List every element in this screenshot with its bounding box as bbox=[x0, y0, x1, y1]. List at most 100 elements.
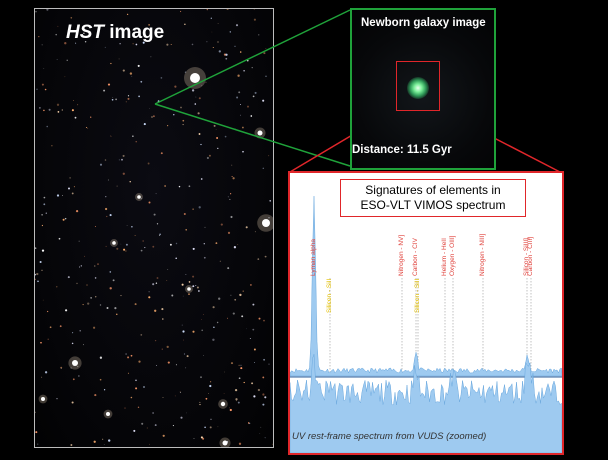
star bbox=[49, 326, 52, 329]
star bbox=[109, 214, 112, 217]
star bbox=[253, 9, 255, 11]
star bbox=[140, 198, 142, 199]
star bbox=[41, 376, 43, 378]
star bbox=[104, 207, 108, 211]
star bbox=[192, 208, 194, 210]
star bbox=[173, 114, 175, 116]
star bbox=[77, 104, 79, 106]
star bbox=[35, 273, 36, 276]
star bbox=[185, 274, 187, 275]
star bbox=[90, 116, 92, 118]
star bbox=[194, 103, 197, 105]
star bbox=[80, 265, 82, 267]
star bbox=[70, 16, 73, 19]
star bbox=[41, 214, 43, 216]
star bbox=[192, 285, 195, 288]
star bbox=[208, 393, 209, 394]
star bbox=[74, 116, 77, 119]
star bbox=[56, 59, 58, 61]
star bbox=[35, 247, 37, 249]
star bbox=[60, 366, 63, 369]
star bbox=[109, 271, 112, 273]
star bbox=[258, 317, 261, 320]
star bbox=[169, 243, 172, 246]
star bbox=[219, 260, 221, 262]
star bbox=[198, 206, 201, 209]
star bbox=[99, 304, 102, 306]
star bbox=[157, 100, 160, 103]
star bbox=[238, 377, 241, 380]
star bbox=[93, 440, 96, 443]
star bbox=[79, 330, 81, 332]
star bbox=[183, 353, 186, 355]
star bbox=[105, 245, 107, 247]
star bbox=[203, 243, 205, 245]
star bbox=[195, 285, 197, 287]
star bbox=[40, 341, 42, 344]
spectrum-caption: UV rest-frame spectrum from VUDS (zoomed… bbox=[292, 431, 487, 442]
star bbox=[229, 407, 231, 409]
star bbox=[72, 332, 74, 334]
star bbox=[152, 115, 155, 118]
star bbox=[94, 265, 96, 267]
star bbox=[175, 364, 177, 366]
star bbox=[149, 107, 150, 109]
star bbox=[79, 266, 81, 268]
star bbox=[46, 125, 48, 128]
star bbox=[234, 298, 237, 301]
star bbox=[150, 56, 152, 58]
spectral-line-label: Lyman alpha bbox=[310, 239, 317, 276]
star bbox=[234, 128, 236, 130]
bright-star bbox=[112, 241, 116, 245]
star bbox=[84, 255, 86, 257]
star bbox=[125, 250, 127, 252]
spectrum-plot bbox=[290, 196, 562, 453]
star bbox=[120, 243, 122, 245]
hst-title: HST image bbox=[66, 22, 165, 43]
star bbox=[257, 388, 261, 392]
star bbox=[66, 59, 68, 61]
star bbox=[180, 391, 181, 393]
star bbox=[58, 237, 61, 240]
star bbox=[65, 309, 68, 312]
star bbox=[87, 302, 90, 305]
star bbox=[254, 231, 256, 233]
star bbox=[191, 89, 195, 92]
star bbox=[37, 443, 39, 445]
star bbox=[161, 348, 163, 350]
star bbox=[182, 295, 184, 297]
star bbox=[225, 53, 228, 56]
starfield bbox=[35, 9, 273, 447]
star bbox=[64, 42, 67, 45]
star bbox=[129, 72, 133, 75]
star bbox=[36, 88, 38, 90]
star bbox=[160, 152, 163, 155]
star bbox=[56, 398, 58, 400]
star bbox=[93, 326, 96, 329]
bright-star bbox=[190, 73, 200, 83]
star bbox=[121, 158, 123, 161]
star bbox=[110, 62, 112, 65]
bright-star bbox=[41, 397, 45, 401]
star bbox=[265, 75, 267, 77]
star bbox=[166, 345, 169, 349]
star bbox=[242, 290, 244, 292]
hst-image-panel bbox=[34, 8, 274, 448]
star bbox=[253, 348, 256, 351]
star bbox=[77, 365, 79, 368]
star bbox=[151, 116, 153, 118]
star bbox=[154, 309, 157, 312]
star bbox=[185, 367, 187, 369]
star bbox=[200, 178, 203, 180]
star bbox=[242, 150, 244, 153]
star bbox=[180, 106, 182, 109]
star bbox=[155, 282, 158, 284]
star bbox=[125, 353, 127, 355]
star bbox=[229, 198, 231, 200]
star bbox=[116, 313, 118, 315]
star bbox=[229, 408, 232, 412]
star bbox=[201, 319, 202, 320]
star bbox=[71, 342, 74, 345]
bright-star bbox=[222, 440, 228, 446]
star bbox=[188, 281, 191, 283]
